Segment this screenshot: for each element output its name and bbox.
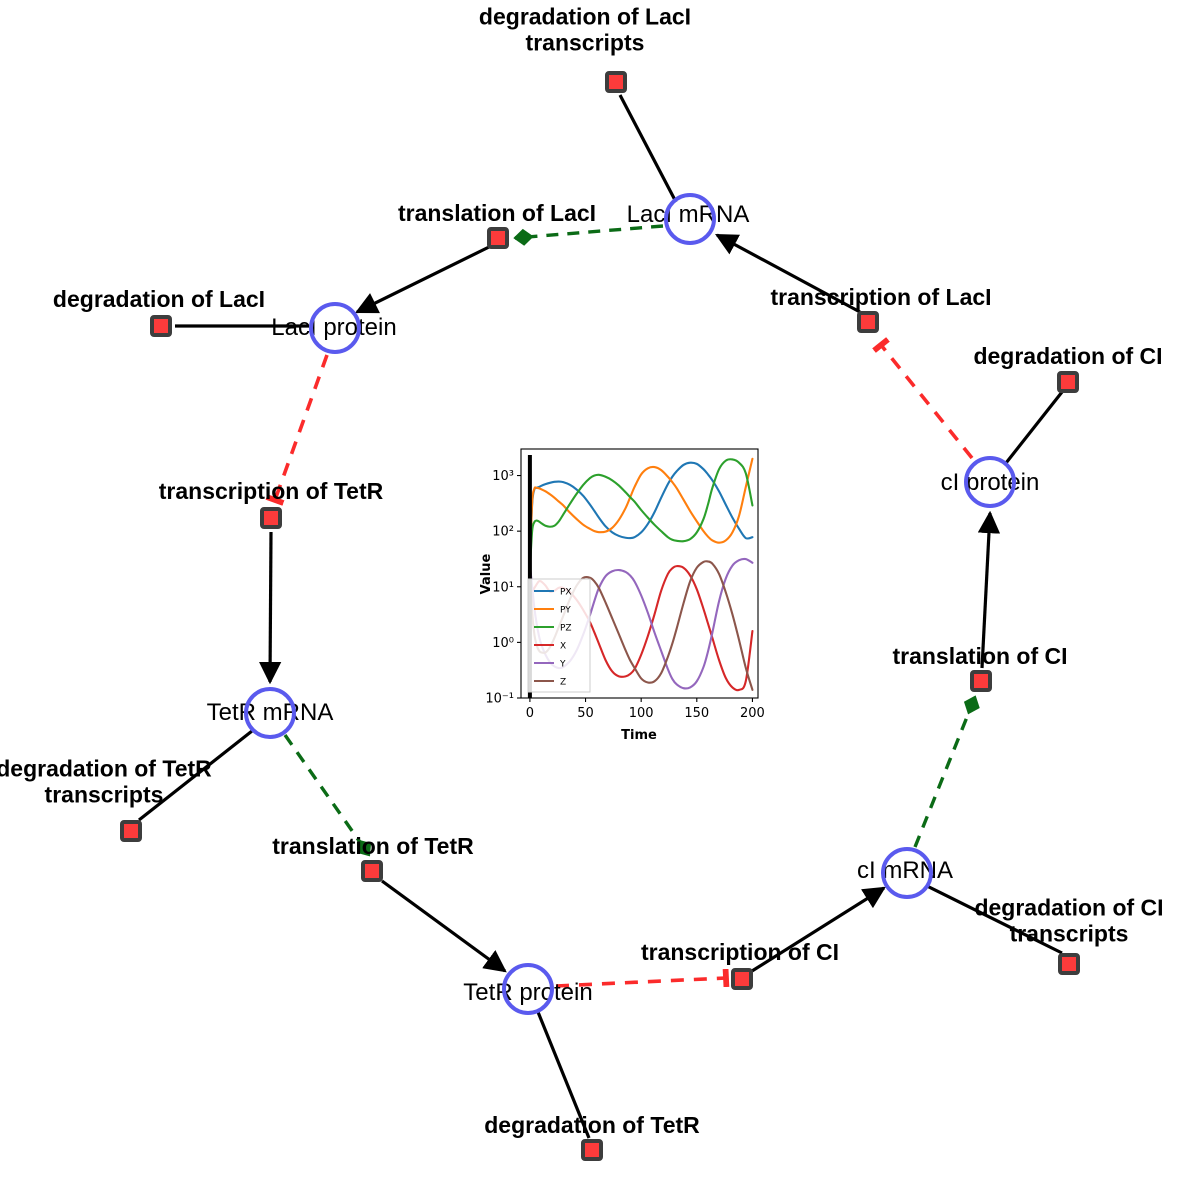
reaction-node-deg-laci-transcripts[interactable] — [605, 71, 627, 93]
reaction-node-translation-ci[interactable] — [970, 670, 992, 692]
edge-inhibition-laciprotein-transtetr — [265, 354, 329, 506]
legend-label-y: Y — [559, 660, 566, 670]
series-line-px — [528, 461, 754, 566]
reaction-node-transcription-tetr[interactable] — [260, 507, 282, 529]
edge-group-substrate-product — [138, 94, 1064, 1139]
edge-translci-ciprotein — [977, 510, 1001, 669]
y-tick-label: 10⁻¹ — [485, 692, 514, 707]
edge-translaci-laciprotein — [354, 245, 490, 314]
x-tick-label: 150 — [684, 706, 709, 721]
y-axis-ticks: 10⁻¹ 10⁰ 10¹ 10² 10³ — [485, 469, 521, 707]
edge-inhibition-ciprotein-translaci — [872, 337, 974, 460]
edge-modifier-tetrmrna-translation — [283, 734, 372, 857]
reaction-node-translation-laci[interactable] — [487, 227, 509, 249]
legend-label-px: PX — [560, 588, 572, 598]
edge-tetrprotein-degtetr — [536, 1011, 591, 1139]
edge-transtetr-tetrmrna — [258, 531, 282, 685]
y-tick-label: 10¹ — [492, 580, 514, 595]
edge-modifier-lacimrna-translation — [513, 224, 664, 246]
x-tick-label: 100 — [629, 706, 654, 721]
reaction-node-translation-tetr[interactable] — [361, 860, 383, 882]
x-tick-label: 50 — [577, 706, 594, 721]
y-tick-label: 10³ — [492, 469, 514, 484]
edge-deglacitx-lacimrna — [618, 94, 678, 203]
species-node-laci-mrna[interactable] — [664, 193, 716, 245]
reaction-node-transcription-laci[interactable] — [857, 311, 879, 333]
x-tick-label: 200 — [740, 706, 765, 721]
species-node-ci-mrna[interactable] — [881, 847, 933, 899]
legend-label-pz: PZ — [560, 624, 572, 634]
edge-group-inhibition — [265, 337, 974, 988]
reaction-node-deg-tetr[interactable] — [581, 1139, 603, 1161]
legend-label-py: PY — [560, 606, 571, 616]
edge-ciprotein-degci — [1004, 391, 1064, 464]
edge-transltetr-tetrprotein — [381, 879, 507, 973]
y-tick-label: 10⁰ — [492, 636, 514, 651]
y-axis-label: Value — [479, 553, 494, 594]
reaction-node-deg-ci[interactable] — [1057, 371, 1079, 393]
edge-cimrna-degcitx — [926, 884, 1063, 955]
reaction-node-deg-tetr-transcripts[interactable] — [120, 820, 142, 842]
reaction-node-deg-laci[interactable] — [150, 315, 172, 337]
species-node-laci-protein[interactable] — [309, 302, 361, 354]
x-axis-label: Time — [621, 728, 657, 743]
edge-modifier-cimrna-translation — [913, 695, 980, 848]
edge-transci-cimrna — [751, 886, 886, 973]
timecourse-inset-plot: 10⁻¹ 10⁰ 10¹ 10² 10³ 0 50 100 150 200 Time Value… — [476, 441, 766, 751]
plot-legend: PX PY PZ XYZ — [527, 578, 591, 693]
timecourse-plot-svg: 10⁻¹ 10⁰ 10¹ 10² 10³ 0 50 100 150 200 Time Value… — [476, 441, 766, 751]
legend-label-x: X — [560, 642, 566, 652]
species-node-tetr-protein[interactable] — [502, 963, 554, 1015]
y-tick-label: 10² — [492, 525, 514, 540]
edge-tetrmrna-degtetrtx — [138, 729, 253, 822]
series-line-pz — [528, 458, 754, 572]
species-node-ci-protein[interactable] — [964, 456, 1016, 508]
edge-translaci-lacimrna — [715, 233, 861, 314]
species-node-tetr-mrna[interactable] — [244, 687, 296, 739]
x-axis-ticks: 0 50 100 150 200 — [526, 698, 765, 721]
edge-inhibition-tetrprotein-transci — [555, 968, 730, 988]
x-tick-label: 0 — [526, 706, 534, 721]
reaction-node-transcription-ci[interactable] — [731, 968, 753, 990]
legend-label-z: Z — [560, 678, 566, 688]
reaction-node-deg-ci-transcripts[interactable] — [1058, 953, 1080, 975]
edge-group-modifier — [283, 224, 980, 857]
series-line-py — [528, 457, 754, 566]
